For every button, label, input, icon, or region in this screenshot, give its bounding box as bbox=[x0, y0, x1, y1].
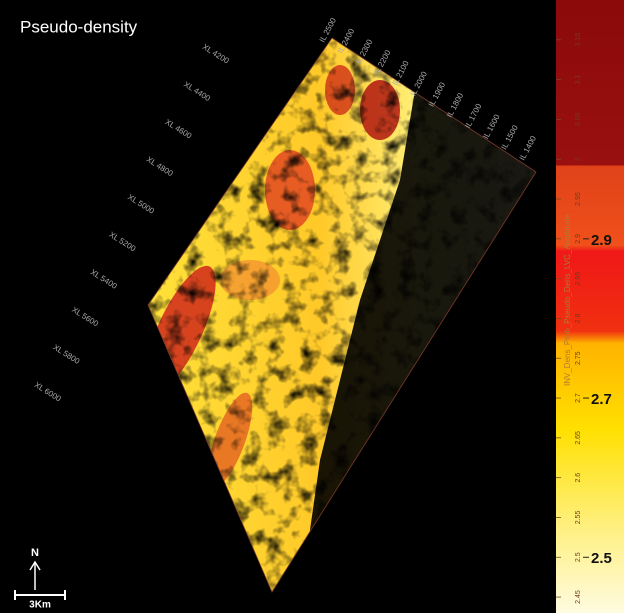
colorbar-major-label: 2.5 bbox=[591, 550, 612, 567]
colorbar-major-label: 2.7 bbox=[591, 391, 612, 408]
colorbar-tick-label: 2.6 bbox=[575, 473, 582, 483]
colorbar-tick-label: 2.45 bbox=[575, 590, 582, 604]
colorbar-tick-label: 2.7 bbox=[575, 393, 582, 403]
map-view: Pseudo-density IL 2500IL 2400IL 2300IL 2… bbox=[0, 0, 624, 613]
colorbar-tick-label: 2.75 bbox=[575, 351, 582, 365]
colorbar-tick-label: 2.55 bbox=[575, 511, 582, 525]
colorbar-label: INV_Dens_Prob_Pseudo_Dens_LVC_Amplitude bbox=[563, 213, 572, 386]
colorbar-tick-label: 2.9 bbox=[575, 234, 582, 244]
colorbar-tick-label: 2.85 bbox=[575, 272, 582, 286]
colorbar-tick-label: 2.5 bbox=[575, 552, 582, 562]
map-title: Pseudo-density bbox=[20, 17, 138, 36]
colorbar-tick-label: 3.1 bbox=[575, 75, 582, 85]
colorbar-tick-label: 3.05 bbox=[575, 112, 582, 126]
colorbar-tick-label: 2.65 bbox=[575, 431, 582, 445]
colorbar-tick-label: 3 bbox=[575, 157, 582, 161]
colorbar-tick-label: 3.15 bbox=[575, 33, 582, 47]
north-label: N bbox=[31, 547, 39, 559]
colorbar-tick-label: 2.95 bbox=[575, 192, 582, 206]
colorbar-major-label: 2.9 bbox=[591, 232, 612, 249]
colorbar-tick-label: 2.8 bbox=[575, 313, 582, 323]
scale-label: 3Km bbox=[29, 600, 51, 611]
